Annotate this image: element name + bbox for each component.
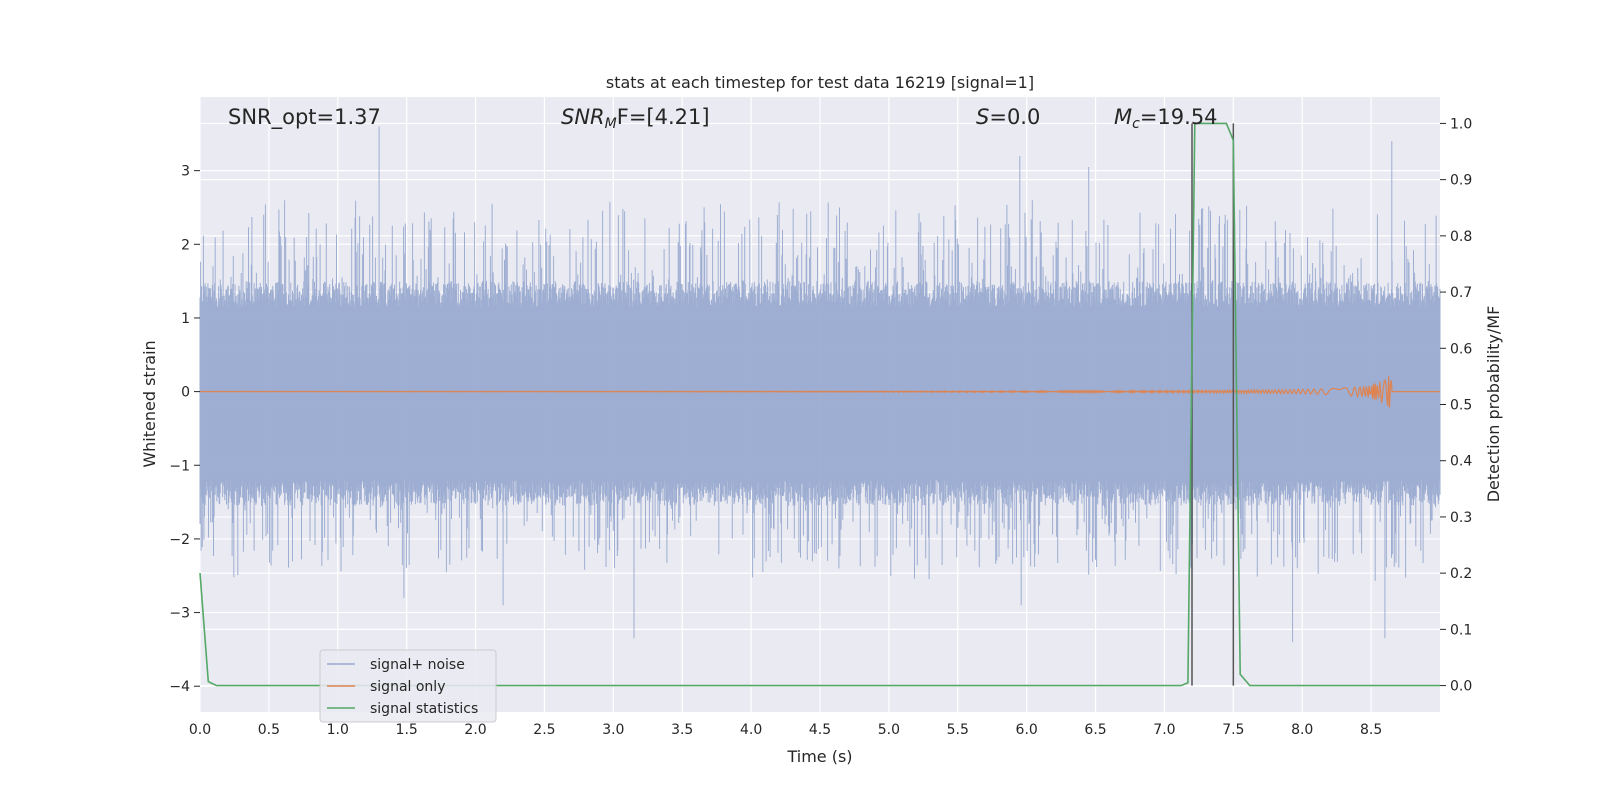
x-tick-label: 2.5 <box>533 722 555 738</box>
series-line-signal-noise <box>199 126 1441 642</box>
x-tick-label: 5.0 <box>878 722 900 738</box>
annotation-s: S=0.0 <box>976 105 1040 129</box>
y2-tick-labels: 0.0 0.1 0.2 0.3 0.4 0.5 0.6 0.7 0.8 0.9 1.0 <box>1440 116 1472 695</box>
y-tick-label: −2 <box>169 532 190 548</box>
y2-tick-label: 0.9 <box>1450 173 1472 189</box>
snr-mf-sub: M <box>605 116 617 132</box>
y-tick-labels: −4 −3 −2 −1 0 1 2 3 <box>169 164 200 695</box>
y2-tick-label: 1.0 <box>1450 116 1472 132</box>
legend-label-signal-only: signal only <box>370 679 445 695</box>
y-tick-label: −4 <box>169 679 190 695</box>
y-tick-label: −1 <box>169 458 190 474</box>
y2-tick-label: 0.5 <box>1450 398 1472 414</box>
legend-label-signal-statistics: signal statistics <box>370 701 478 717</box>
s-main: S <box>976 105 989 129</box>
y-tick-label: 3 <box>181 164 190 180</box>
x-tick-label: 5.5 <box>947 722 969 738</box>
y-tick-label: 2 <box>181 237 190 253</box>
x-tick-label: 7.5 <box>1222 722 1244 738</box>
y2-tick-label: 0.4 <box>1450 454 1472 470</box>
x-tick-label: 3.5 <box>671 722 693 738</box>
x-tick-label: 1.0 <box>327 722 349 738</box>
y2-tick-label: 0.6 <box>1450 341 1472 357</box>
legend-label-signal-noise: signal+ noise <box>370 657 465 673</box>
x-tick-label: 3.0 <box>602 722 624 738</box>
s-rest: =0.0 <box>989 105 1040 129</box>
mc-main: M <box>1114 105 1132 129</box>
annotation-snr-mf: SNRMF=[4.21] <box>561 105 710 132</box>
series-signal-statistics <box>199 122 1440 687</box>
annotation-snr-opt: SNR_opt=1.37 <box>228 105 381 130</box>
x-tick-label: 4.0 <box>740 722 762 738</box>
x-tick-label: 2.0 <box>464 722 486 738</box>
annotation-mc: Mc=19.54 <box>1114 105 1218 132</box>
snr-mf-rest: F=[4.21] <box>617 105 710 129</box>
y2-tick-label: 0.0 <box>1450 679 1472 695</box>
legend-box <box>319 649 497 723</box>
series-line-signal-statistics <box>199 122 1440 687</box>
x-tick-label: 0.0 <box>189 722 211 738</box>
series-signal-noise <box>199 126 1441 642</box>
y2-tick-label: 0.8 <box>1450 229 1472 245</box>
y2-tick-label: 0.3 <box>1450 510 1472 526</box>
x-tick-label: 6.0 <box>1016 722 1038 738</box>
legend: signal+ noise signal only signal statist… <box>319 649 497 723</box>
mc-rest: =19.54 <box>1140 105 1218 129</box>
mc-sub: c <box>1132 116 1140 132</box>
y2-axis-label: Detection probability/MF <box>1484 306 1503 503</box>
y2-tick-label: 0.7 <box>1450 285 1472 301</box>
y2-tick-label: 0.2 <box>1450 566 1472 582</box>
y2-tick-label: 0.1 <box>1450 622 1472 638</box>
x-tick-label: 1.5 <box>396 722 418 738</box>
x-tick-label: 4.5 <box>809 722 831 738</box>
snr-mf-main: SNR <box>561 105 605 129</box>
x-tick-label: 0.5 <box>258 722 280 738</box>
chart-title: stats at each timestep for test data 162… <box>606 73 1034 92</box>
y-axis-label: Whitened strain <box>140 340 159 467</box>
x-tick-label: 8.0 <box>1291 722 1313 738</box>
x-axis-label: Time (s) <box>786 747 852 766</box>
x-tick-label: 7.0 <box>1153 722 1175 738</box>
y-tick-label: 1 <box>181 311 190 327</box>
x-tick-label: 6.5 <box>1084 722 1106 738</box>
x-tick-labels: 0.0 0.5 1.0 1.5 2.0 2.5 3.0 3.5 4.0 4.5 5.0 5.5 6.0 6… <box>189 722 1382 738</box>
y-tick-label: 0 <box>181 385 190 401</box>
y-tick-label: −3 <box>169 606 190 622</box>
x-tick-label: 8.5 <box>1360 722 1382 738</box>
